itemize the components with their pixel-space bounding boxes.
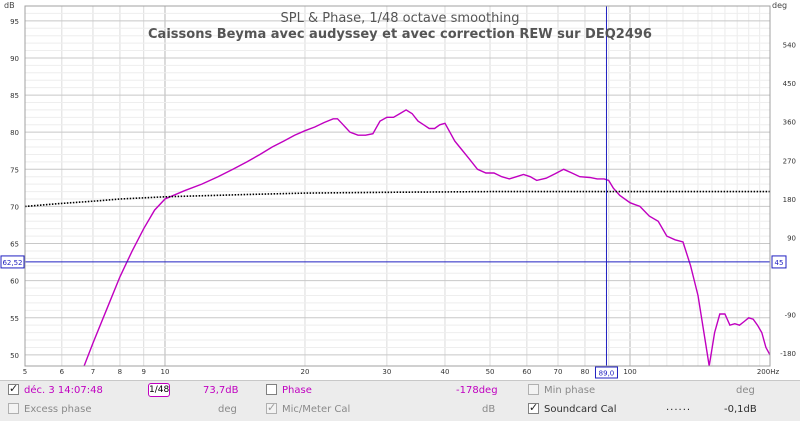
plot-frame: [24, 5, 771, 367]
soundcard-cal-label[interactable]: Soundcard Cal: [544, 404, 617, 415]
excess-phase-checkbox[interactable]: [8, 403, 19, 414]
spl-series-line: [83, 109, 771, 367]
minphase-label[interactable]: Min phase: [544, 385, 596, 396]
x-tick-label: 7: [91, 368, 95, 376]
cursor-x-readout: 89,0: [599, 370, 615, 378]
soundcard-cal-checkbox[interactable]: [528, 401, 539, 414]
y-tick-label: 65: [10, 241, 19, 249]
phase-value: -178deg: [456, 385, 498, 396]
x-tick-label: 80: [580, 368, 589, 376]
x-tick-label: 30: [382, 368, 391, 376]
x-tick-label: 6: [60, 368, 65, 376]
minphase-checkbox[interactable]: [528, 384, 539, 395]
y-tick-label: 90: [10, 55, 19, 63]
legend-row-2: Excess phase deg Mic/Meter Cal dB Soundc…: [0, 401, 800, 419]
x-tick-label: 5: [23, 368, 27, 376]
spl-checkbox[interactable]: [8, 382, 19, 395]
x-tick-label: 40: [440, 368, 449, 376]
spl-phase-chart: 62,52 45 89,0 5 6 7 8 9 10 20 30 40 50 60 70 80 100 200H…: [0, 1, 796, 379]
cursor-y2-readout: 45: [775, 259, 784, 267]
chart-subtitle: Caissons Beyma avec audyssey et avec cor…: [148, 27, 652, 42]
chart-title: SPL & Phase, 1/48 octave smoothing: [281, 11, 520, 26]
spl-value: 73,7dB: [203, 385, 239, 396]
y-tick-label: 85: [10, 92, 19, 100]
x-tick-label: 10: [161, 368, 170, 376]
soundcard-cal-line-sample: ......: [666, 402, 692, 413]
excess-phase-unit: deg: [218, 404, 237, 415]
y-tick-label: 70: [10, 203, 19, 211]
y2-tick-label: 450: [783, 80, 796, 88]
y2-tick-label: 270: [783, 157, 796, 165]
legend-row-1: déc. 3 14:07:48 1/48 73,7dB Phase -178de…: [0, 382, 800, 400]
smoothing-badge[interactable]: 1/48: [148, 383, 170, 397]
x-tick-label: 8: [118, 368, 122, 376]
x-tick-label: 50: [486, 368, 495, 376]
mic-cal-unit: dB: [482, 404, 496, 415]
y-tick-label: 50: [10, 352, 19, 360]
legend-bar: déc. 3 14:07:48 1/48 73,7dB Phase -178de…: [0, 380, 800, 421]
excess-phase-label[interactable]: Excess phase: [24, 404, 92, 415]
y-tick-label: 75: [10, 166, 19, 174]
x-tick-label: 200Hz: [757, 368, 780, 376]
mic-cal-checkbox[interactable]: [266, 401, 277, 414]
y2-tick-label: 90: [787, 234, 796, 242]
phase-checkbox[interactable]: [266, 384, 277, 395]
y-axis-unit: dB: [4, 1, 15, 10]
cursor-x-readout-box: [594, 366, 618, 379]
spl-trace-label[interactable]: déc. 3 14:07:48: [24, 385, 103, 396]
y-tick-label: 95: [10, 18, 19, 26]
y2-tick-label: 540: [783, 42, 796, 50]
x-tick-label: 20: [301, 368, 310, 376]
y2-tick-label: 360: [783, 119, 796, 127]
phase-label[interactable]: Phase: [282, 385, 312, 396]
y-tick-label: 60: [10, 278, 19, 286]
y-tick-label: 80: [10, 129, 19, 137]
y-tick-label: 55: [10, 315, 19, 323]
y2-axis-unit: deg: [772, 1, 787, 10]
y2-tick-label: -180: [780, 350, 796, 358]
mic-cal-label[interactable]: Mic/Meter Cal: [282, 404, 351, 415]
y2-tick-label: -90: [785, 312, 796, 320]
x-tick-label: 9: [141, 368, 145, 376]
y2-tick-label: 180: [783, 196, 796, 204]
cursor-y2-readout-box: [771, 255, 787, 269]
phase-series-line: [24, 190, 770, 208]
x-tick-label: 70: [554, 368, 563, 376]
cursor-y-readout-box: [0, 255, 25, 269]
x-tick-label: 100: [623, 368, 636, 376]
soundcard-cal-value: -0,1dB: [724, 404, 757, 415]
cursor-y-readout: 62,52: [2, 259, 22, 267]
minphase-unit: deg: [736, 385, 755, 396]
x-tick-label: 60: [522, 368, 531, 376]
